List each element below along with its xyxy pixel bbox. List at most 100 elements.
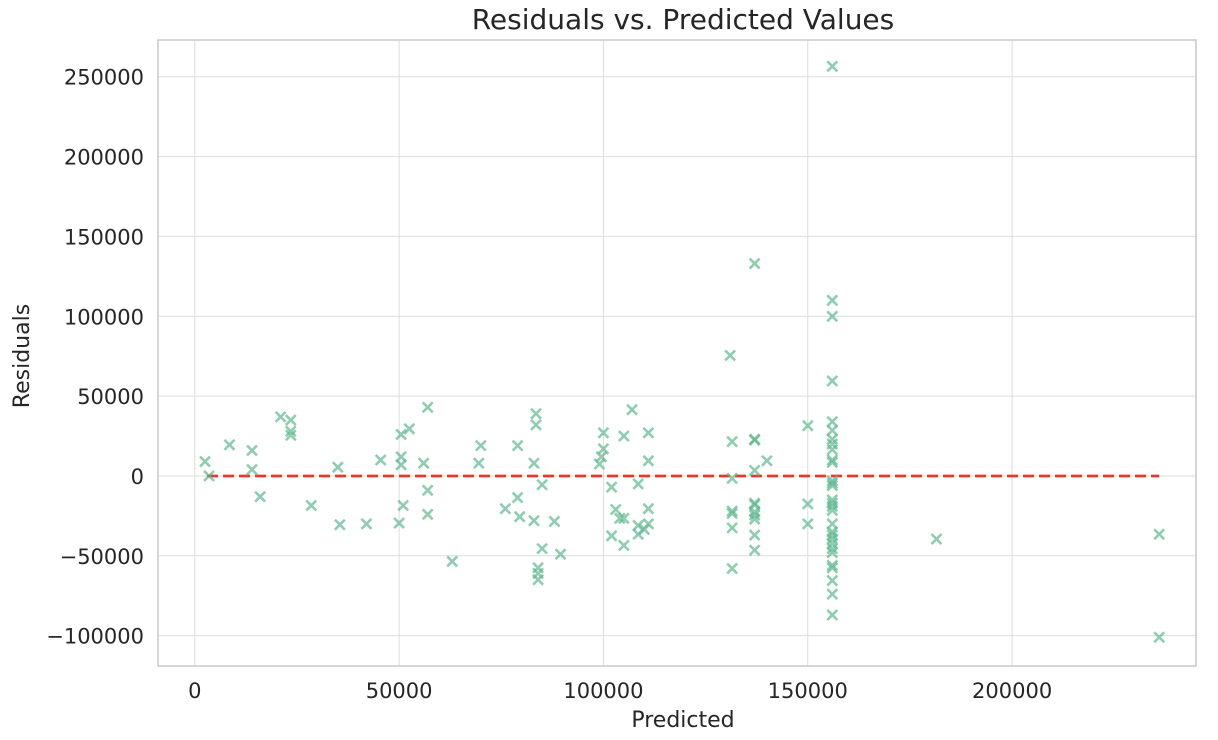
scatter-point bbox=[223, 438, 236, 451]
scatter-point bbox=[826, 537, 839, 550]
scatter-point bbox=[826, 443, 839, 456]
scatter-point bbox=[536, 542, 549, 555]
scatter-point bbox=[513, 510, 526, 523]
scatter-point bbox=[748, 509, 761, 522]
scatter-point bbox=[397, 499, 410, 512]
chart-title: Residuals vs. Predicted Values bbox=[472, 3, 895, 36]
scatter-point bbox=[597, 442, 610, 455]
scatter-point bbox=[748, 464, 761, 477]
y-tick-label: 0 bbox=[131, 465, 144, 489]
scatter-point bbox=[536, 478, 549, 491]
y-tick-label: 100000 bbox=[64, 305, 144, 329]
scatter-point bbox=[421, 484, 434, 497]
scatter-point bbox=[403, 422, 416, 435]
scatter-point bbox=[274, 410, 287, 423]
scatter-point bbox=[1153, 528, 1166, 541]
scatter-point bbox=[726, 562, 739, 575]
scatter-point bbox=[826, 533, 839, 545]
scatter-point bbox=[642, 502, 655, 515]
scatter-point bbox=[826, 479, 839, 492]
scatter-point bbox=[511, 491, 524, 504]
scatter-point bbox=[203, 470, 216, 482]
scatter-point bbox=[801, 419, 814, 432]
scatter-point bbox=[395, 458, 408, 471]
scatter-point bbox=[724, 349, 737, 362]
y-tick-label: 200000 bbox=[64, 146, 144, 170]
scatter-point bbox=[554, 548, 567, 561]
scatter-point bbox=[284, 414, 297, 426]
scatter-point bbox=[499, 502, 512, 515]
scatter-point bbox=[199, 455, 211, 468]
scatter-point bbox=[826, 504, 839, 517]
scatter-point bbox=[930, 533, 943, 545]
scatter-point bbox=[642, 454, 655, 467]
scatter-point bbox=[726, 472, 739, 485]
y-tick-labels: −100000 −50000 0 50000 100000 150000 200000 250… bbox=[46, 66, 144, 649]
scatter-point bbox=[595, 450, 608, 463]
x-tick-label: 150000 bbox=[768, 679, 848, 703]
y-tick-label: 50000 bbox=[77, 385, 144, 409]
scatter-point bbox=[421, 401, 434, 414]
scatter-point bbox=[826, 310, 839, 323]
scatter-point bbox=[826, 574, 839, 587]
y-tick-label: −50000 bbox=[60, 545, 144, 569]
scatter-point bbox=[532, 573, 544, 586]
y-tick-label: −100000 bbox=[46, 625, 144, 649]
scatter-point bbox=[333, 518, 346, 531]
scatter-point bbox=[632, 478, 645, 490]
scatter-point bbox=[826, 542, 839, 555]
scatter-point bbox=[1153, 631, 1166, 644]
scatter-point bbox=[331, 461, 344, 474]
y-tick-label: 250000 bbox=[64, 66, 144, 90]
scatter-point bbox=[395, 428, 408, 441]
scatter-point bbox=[726, 505, 739, 518]
scatter-point bbox=[474, 439, 487, 452]
scatter-point bbox=[246, 463, 258, 476]
x-axis-title: Predicted bbox=[631, 708, 734, 733]
scatter-point bbox=[826, 477, 839, 490]
scatter-point bbox=[826, 546, 839, 559]
scatter-points bbox=[199, 60, 1166, 644]
scatter-point bbox=[374, 454, 387, 466]
scatter-point bbox=[254, 490, 267, 503]
scatter-point bbox=[826, 529, 839, 541]
scatter-point bbox=[826, 433, 839, 446]
grid-lines bbox=[158, 40, 1196, 666]
scatter-point bbox=[617, 539, 630, 552]
x-tick-label: 200000 bbox=[972, 679, 1052, 703]
x-tick-label: 0 bbox=[188, 679, 201, 703]
scatter-point bbox=[605, 529, 618, 542]
scatter-point bbox=[642, 517, 655, 530]
scatter-point bbox=[421, 508, 434, 521]
scatter-point bbox=[748, 544, 761, 557]
scatter-point bbox=[826, 415, 839, 428]
x-tick-label: 100000 bbox=[563, 679, 643, 703]
scatter-point bbox=[597, 426, 610, 439]
scatter-point bbox=[826, 561, 839, 574]
scatter-point bbox=[826, 608, 839, 621]
scatter-point bbox=[826, 294, 839, 307]
x-tick-label: 50000 bbox=[366, 679, 433, 703]
scatter-point bbox=[748, 529, 761, 541]
scatter-point bbox=[748, 434, 761, 446]
scatter-point bbox=[726, 507, 739, 520]
scatter-point bbox=[801, 517, 814, 530]
scatter-point bbox=[446, 555, 459, 568]
scatter-point bbox=[826, 559, 839, 572]
scatter-point bbox=[393, 517, 406, 529]
scatter-point bbox=[726, 435, 739, 448]
scatter-point bbox=[626, 403, 638, 416]
scatter-point bbox=[472, 457, 485, 470]
scatter-point bbox=[826, 454, 839, 466]
y-axis-title: Residuals bbox=[10, 304, 35, 408]
scatter-point bbox=[801, 497, 814, 510]
scatter-point bbox=[246, 444, 258, 457]
scatter-point bbox=[826, 588, 839, 601]
scatter-point bbox=[826, 375, 839, 387]
scatter-point bbox=[617, 430, 630, 442]
scatter-point bbox=[605, 481, 618, 494]
scatter-point bbox=[826, 456, 839, 469]
scatter-point bbox=[284, 429, 297, 442]
scatter-point bbox=[548, 515, 561, 528]
